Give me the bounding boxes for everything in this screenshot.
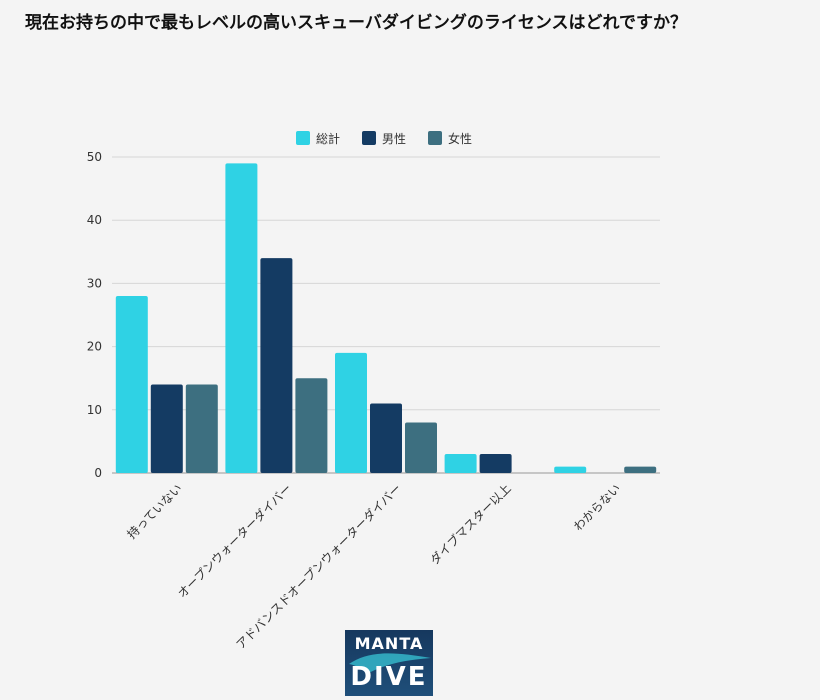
legend-label: 総計: [316, 131, 340, 146]
bar-0-4: [554, 466, 587, 473]
legend: 総計 男性 女性: [296, 131, 472, 146]
y-tick-label: 30: [87, 276, 102, 290]
bar-0-0: [115, 296, 148, 473]
legend-label: 男性: [382, 132, 406, 146]
legend-swatch: [428, 131, 442, 145]
bar-1-2: [370, 403, 402, 473]
manta-dive-logo: MANTA DIVE: [345, 630, 433, 696]
bars: [115, 163, 657, 473]
x-tick-label: オープンウォーターダイバー: [174, 481, 294, 601]
bar-2-1: [295, 378, 328, 473]
legend-label: 女性: [448, 131, 472, 146]
bar-2-0: [185, 384, 218, 473]
legend-swatch: [296, 131, 310, 145]
bar-1-3: [479, 454, 512, 473]
y-axis-ticks: 0 10 20 30 40 50: [87, 150, 102, 480]
bar-0-1: [225, 163, 258, 473]
logo-text-bottom: DIVE: [350, 662, 428, 692]
y-tick-label: 10: [87, 403, 102, 417]
bar-1-1: [260, 258, 293, 473]
y-tick-label: 50: [87, 150, 102, 164]
chart-title: 現在お持ちの中で最もレベルの高いスキューバダイビングのライセンスはどれですか？: [25, 13, 687, 33]
bar-0-3: [444, 454, 477, 473]
x-tick-label: ダイブマスター以上: [427, 481, 514, 568]
legend-swatch: [362, 131, 376, 145]
y-tick-label: 20: [87, 340, 102, 354]
logo-text-top: MANTA: [354, 634, 424, 653]
y-tick-label: 0: [94, 466, 102, 480]
y-tick-label: 40: [87, 213, 102, 227]
bar-0-2: [335, 352, 367, 473]
bar-1-0: [150, 384, 183, 473]
bar-2-2: [405, 422, 437, 473]
bar-2-4: [624, 466, 657, 473]
x-tick-label: 持っていない: [124, 481, 185, 542]
x-tick-label: わからない: [571, 481, 623, 533]
